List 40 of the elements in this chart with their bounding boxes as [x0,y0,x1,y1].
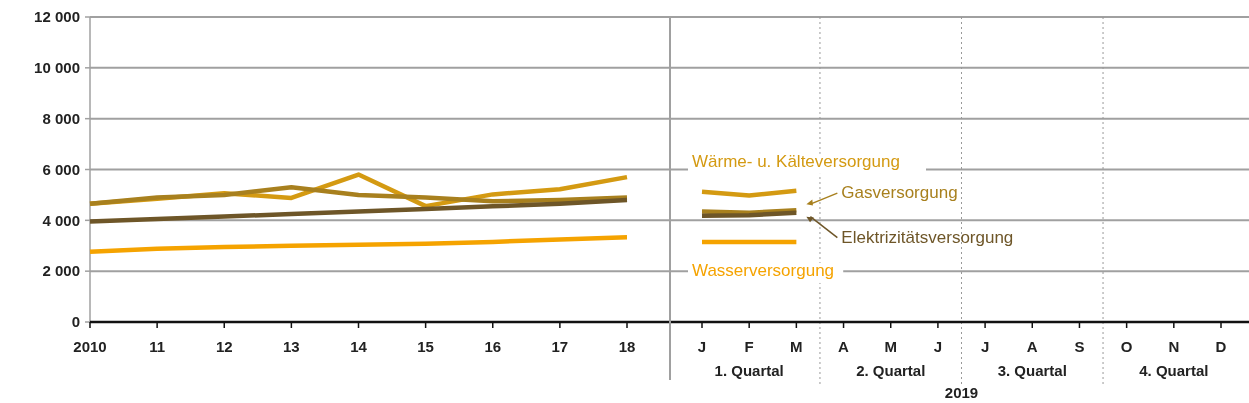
line-series [87,235,630,255]
x-tick-label: 12 [215,338,233,355]
x-tick-label: N [1168,338,1180,355]
y-tick-label: 4 000 [42,211,80,229]
line-series [87,197,630,224]
x-tick-label: 16 [484,338,502,355]
x-tick-label: J [933,338,943,355]
y-tick-label: 12 000 [34,8,80,26]
y-tick-label: 2 000 [42,262,80,280]
text: 1. Quartal [714,362,784,379]
series-label: Wasserversorgung [692,260,835,280]
x-tick-label: D [1215,338,1227,355]
y-tick-label: 10 000 [34,59,80,77]
x-tick-label: F [744,338,754,355]
x-tick-label: 18 [618,338,636,355]
x-tick-label: J [697,338,707,355]
y-tick-label: 0 [71,313,80,331]
x-tick-label: M [790,338,803,355]
y-tick-label: 6 000 [42,160,80,178]
line-series [87,185,630,207]
x-tick-label: 11 [149,338,166,355]
x-tick-label: 15 [417,338,434,355]
legend-label: Elektrizitätsversorgung [841,227,1014,247]
legend-label: Gasversorgung [841,183,958,203]
x-tick-label: O [1120,338,1133,355]
x-tick-label: A [838,338,850,355]
x-tick-label: 2010 [73,338,107,355]
text: 2019 [944,384,979,401]
text: 4. Quartal [1139,362,1209,379]
x-tick-label: M [884,338,897,355]
text: 2. Quartal [856,362,926,379]
y-tick-label: 8 000 [42,109,80,127]
text: 3. Quartal [997,362,1067,379]
x-tick-label: J [980,338,990,355]
x-tick-label: A [1026,338,1038,355]
x-tick-label: S [1074,338,1085,355]
x-tick-label: 17 [551,338,569,355]
x-tick-label: 14 [350,338,368,355]
x-tick-label: 13 [283,338,300,355]
series-label: Wärme- u. Kälteversorgung [692,151,900,171]
